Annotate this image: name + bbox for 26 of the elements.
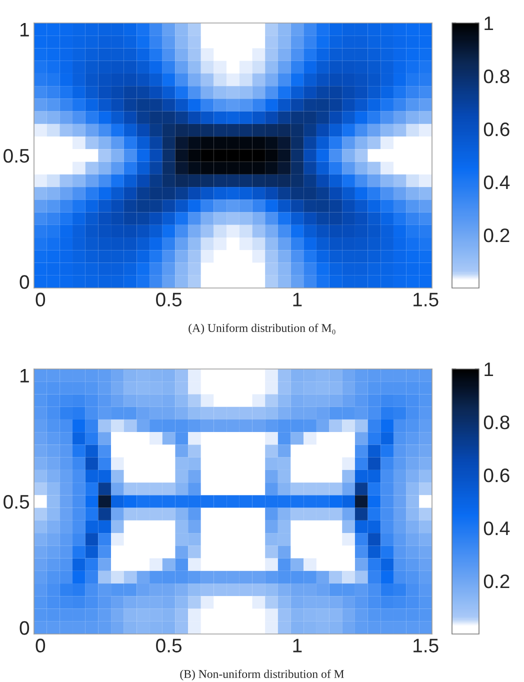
color-bar-label: 0.8 bbox=[484, 415, 510, 430]
x-tick-label: 0 bbox=[36, 292, 46, 306]
x-tick-label: 1 bbox=[293, 638, 302, 652]
y-tick-label: 1 bbox=[20, 368, 29, 382]
color-bar-label: 0.6 bbox=[484, 468, 510, 482]
x-tick-label: 1.5 bbox=[414, 638, 438, 652]
y-tick-label: 0 bbox=[20, 275, 30, 289]
color-bar-label: 0.6 bbox=[484, 122, 510, 136]
x-tick-label: 0.5 bbox=[156, 292, 182, 306]
y-tick-label: 0.5 bbox=[4, 494, 30, 509]
color-bar-label: 0.2 bbox=[484, 574, 510, 588]
x-tick-label: 1.5 bbox=[414, 292, 438, 306]
text: (A) Uniform distribution of M₀ bbox=[188, 324, 336, 334]
color-bar-label: 1 bbox=[484, 362, 494, 376]
x-tick-label: 0.5 bbox=[156, 638, 182, 652]
y-tick-label: 0 bbox=[20, 621, 30, 635]
x-tick-label: 1 bbox=[293, 292, 302, 306]
text: (B) Non-uniform distribution of M bbox=[180, 670, 344, 680]
color-bar-label: 0.2 bbox=[484, 228, 510, 242]
color-bar-label: 0.4 bbox=[484, 521, 510, 536]
y-tick-label: 1 bbox=[20, 22, 29, 36]
color-bar-label: 0.8 bbox=[484, 69, 510, 84]
x-tick-label: 0 bbox=[36, 638, 46, 652]
y-tick-label: 0.5 bbox=[4, 148, 30, 163]
color-bar-label: 0.4 bbox=[484, 175, 510, 190]
color-bar-label: 1 bbox=[484, 16, 494, 30]
